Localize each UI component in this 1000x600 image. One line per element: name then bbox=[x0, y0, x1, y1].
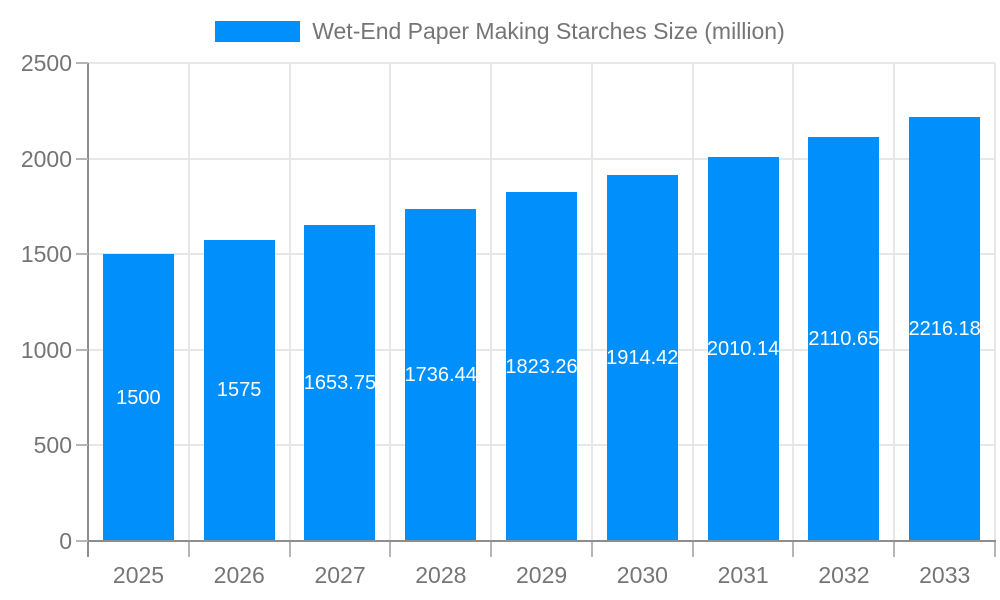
bar[interactable] bbox=[506, 192, 577, 541]
v-gridline bbox=[994, 63, 996, 541]
bar-value-label: 2216.18 bbox=[908, 318, 981, 341]
x-tick bbox=[691, 542, 694, 557]
bar[interactable] bbox=[606, 174, 678, 541]
bar-value-label: 2110.65 bbox=[808, 328, 880, 351]
bar-value-label: 1914.42 bbox=[606, 346, 679, 369]
x-tick bbox=[792, 542, 795, 557]
x-tick bbox=[490, 542, 493, 557]
y-tick-label: 2000 bbox=[20, 145, 72, 172]
v-gridline bbox=[288, 63, 291, 541]
bar-value-label: 1823.26 bbox=[505, 355, 578, 378]
x-tick bbox=[288, 542, 291, 557]
bar[interactable] bbox=[707, 156, 779, 541]
x-tick-label: 2028 bbox=[415, 562, 467, 588]
bar-value-label: 2010.14 bbox=[706, 337, 780, 360]
bar[interactable] bbox=[304, 224, 376, 541]
bar-value-label: 1500 bbox=[116, 386, 161, 409]
v-gridline bbox=[691, 63, 694, 541]
v-gridline bbox=[893, 63, 896, 541]
x-tick-label: 2030 bbox=[616, 562, 668, 588]
y-tick bbox=[76, 444, 88, 447]
x-tick-label: 2033 bbox=[919, 562, 971, 588]
x-tick bbox=[994, 542, 996, 557]
chart-legend[interactable]: Wet-End Paper Making Starches Size (mill… bbox=[0, 18, 1000, 45]
y-tick bbox=[76, 157, 88, 160]
x-tick-label: 2031 bbox=[717, 562, 769, 588]
y-tick-label: 1500 bbox=[20, 241, 72, 268]
y-tick-label: 1000 bbox=[20, 336, 72, 363]
bar[interactable] bbox=[909, 117, 981, 541]
y-axis-line bbox=[87, 63, 89, 557]
v-gridline bbox=[490, 63, 493, 541]
x-tick-label: 2027 bbox=[314, 562, 366, 588]
x-tick-label: 2029 bbox=[516, 562, 568, 588]
y-tick bbox=[76, 253, 88, 256]
h-gridline bbox=[88, 157, 995, 160]
bar[interactable] bbox=[102, 254, 174, 541]
x-tick bbox=[893, 542, 896, 557]
y-tick-label: 2500 bbox=[20, 50, 72, 76]
bar-value-label: 1575 bbox=[216, 379, 262, 402]
x-axis-line bbox=[88, 540, 996, 542]
x-tick bbox=[590, 542, 593, 557]
y-tick-label: 0 bbox=[59, 528, 72, 554]
y-tick bbox=[76, 62, 88, 64]
bar[interactable] bbox=[808, 137, 880, 541]
plot-area: 1500 1575 1653.75 1736.44 1823.26 1914.42 2010… bbox=[88, 62, 996, 541]
y-tick bbox=[76, 348, 88, 351]
x-tick bbox=[187, 542, 190, 557]
v-gridline bbox=[187, 63, 190, 541]
y-tick-label: 500 bbox=[33, 432, 72, 459]
v-gridline bbox=[389, 63, 392, 541]
legend-swatch-icon bbox=[215, 21, 301, 42]
bar-value-label: 1736.44 bbox=[404, 363, 477, 386]
y-tick bbox=[76, 540, 88, 542]
h-gridline bbox=[88, 62, 995, 64]
v-gridline bbox=[590, 63, 593, 541]
bar[interactable] bbox=[405, 208, 477, 541]
x-tick-label: 2026 bbox=[213, 562, 265, 588]
x-tick bbox=[389, 542, 392, 557]
x-tick-label: 2025 bbox=[112, 562, 165, 588]
x-tick-label: 2032 bbox=[818, 562, 870, 588]
bar-value-label: 1653.75 bbox=[303, 371, 377, 394]
v-gridline bbox=[792, 63, 795, 541]
legend-label: Wet-End Paper Making Starches Size (mill… bbox=[312, 18, 785, 44]
bar[interactable] bbox=[203, 239, 275, 541]
